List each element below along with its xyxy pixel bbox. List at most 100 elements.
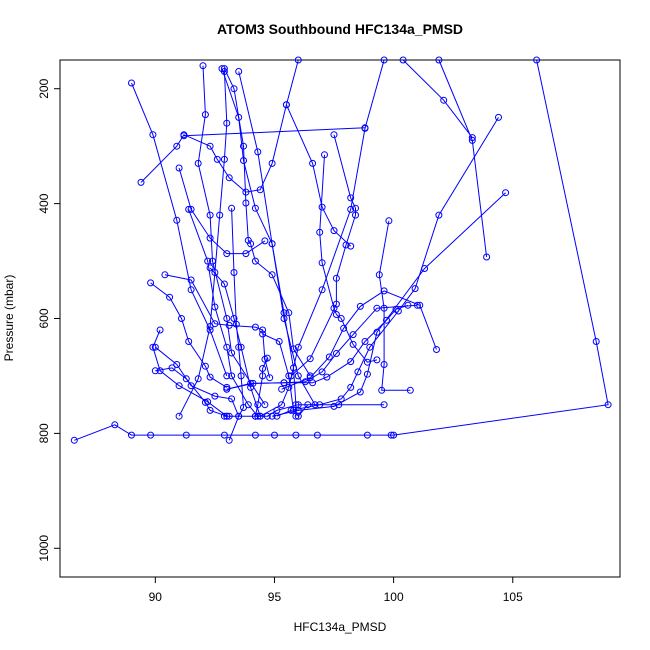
data-point	[294, 343, 302, 351]
data-point	[228, 204, 236, 212]
data-point	[137, 178, 145, 186]
data-point	[263, 412, 271, 420]
data-point	[147, 431, 155, 439]
data-point	[406, 386, 414, 394]
data-point	[321, 151, 328, 159]
data-point	[294, 372, 302, 380]
data-point	[206, 373, 214, 381]
data-point	[147, 279, 155, 287]
data-point	[330, 131, 338, 139]
profile-line	[140, 59, 299, 193]
data-point	[211, 392, 219, 400]
data-point	[380, 361, 388, 368]
data-point	[223, 119, 231, 127]
data-point	[380, 56, 388, 64]
profile-line	[402, 59, 473, 138]
profile-line	[131, 82, 228, 377]
data-point	[223, 372, 231, 380]
data-point	[483, 253, 491, 261]
profile-series	[375, 217, 414, 394]
data-point	[220, 155, 228, 163]
data-point	[168, 364, 176, 372]
profile-line	[228, 208, 245, 441]
data-point	[206, 211, 214, 219]
data-point	[309, 159, 317, 167]
data-point	[228, 395, 236, 403]
profile-series	[256, 56, 388, 420]
data-point	[306, 372, 314, 380]
data-point	[309, 379, 317, 387]
data-point	[251, 431, 259, 439]
data-point	[275, 338, 283, 345]
data-point	[347, 205, 355, 213]
profile-series	[235, 68, 319, 409]
profile-line	[178, 71, 228, 417]
data-point	[268, 271, 276, 279]
data-point	[251, 323, 259, 331]
data-point	[149, 131, 157, 139]
profile-series	[147, 279, 231, 391]
data-point	[340, 324, 348, 332]
data-point	[502, 189, 510, 197]
profile-series	[220, 401, 388, 420]
data-point	[201, 111, 209, 119]
y-tick-label: 600	[37, 308, 51, 328]
data-point	[383, 316, 390, 324]
profile-series	[161, 271, 274, 382]
data-point	[330, 227, 338, 235]
data-point	[187, 205, 195, 213]
profile-line	[183, 127, 366, 137]
data-point	[282, 101, 290, 109]
data-point	[230, 85, 238, 93]
data-point	[280, 379, 288, 387]
data-point	[128, 431, 135, 439]
data-point	[185, 338, 193, 345]
profile-line	[281, 290, 437, 390]
profile-series	[435, 56, 491, 261]
data-point	[216, 211, 224, 219]
data-point	[385, 217, 393, 225]
profile-series	[175, 68, 231, 420]
data-point	[242, 199, 250, 207]
x-tick-label: 95	[268, 590, 282, 604]
y-tick-label: 1000	[37, 535, 51, 562]
profile-line	[197, 65, 266, 405]
data-point	[390, 431, 398, 439]
data-point	[435, 56, 443, 64]
data-point	[240, 404, 247, 411]
data-point	[354, 368, 362, 376]
profile-line	[224, 404, 385, 417]
profile-line	[150, 282, 228, 388]
profile-series	[225, 204, 247, 444]
data-point	[206, 264, 214, 272]
data-point	[223, 383, 231, 391]
data-point	[237, 343, 245, 351]
y-tick-label: 800	[37, 423, 51, 443]
data-point	[285, 372, 293, 380]
data-point	[433, 346, 440, 353]
profile-line	[238, 71, 316, 405]
profile-line	[188, 209, 259, 417]
data-point	[413, 301, 421, 309]
data-point	[259, 372, 267, 380]
data-point	[266, 374, 274, 382]
data-point	[194, 159, 202, 167]
data-point	[394, 307, 402, 315]
profile-series	[180, 124, 369, 140]
data-point	[278, 401, 286, 409]
data-point	[259, 365, 267, 372]
y-axis-label: Pressure (mbar)	[2, 275, 16, 362]
data-point	[268, 159, 276, 167]
data-point	[161, 271, 169, 279]
data-point	[318, 368, 326, 376]
data-point	[228, 372, 236, 380]
data-point	[294, 56, 302, 64]
data-point	[318, 203, 326, 211]
data-point	[240, 142, 247, 150]
data-point	[268, 412, 276, 420]
data-point	[349, 331, 357, 339]
data-point	[332, 350, 340, 357]
data-point	[316, 228, 324, 236]
data-point	[352, 211, 359, 219]
data-point	[182, 431, 190, 439]
